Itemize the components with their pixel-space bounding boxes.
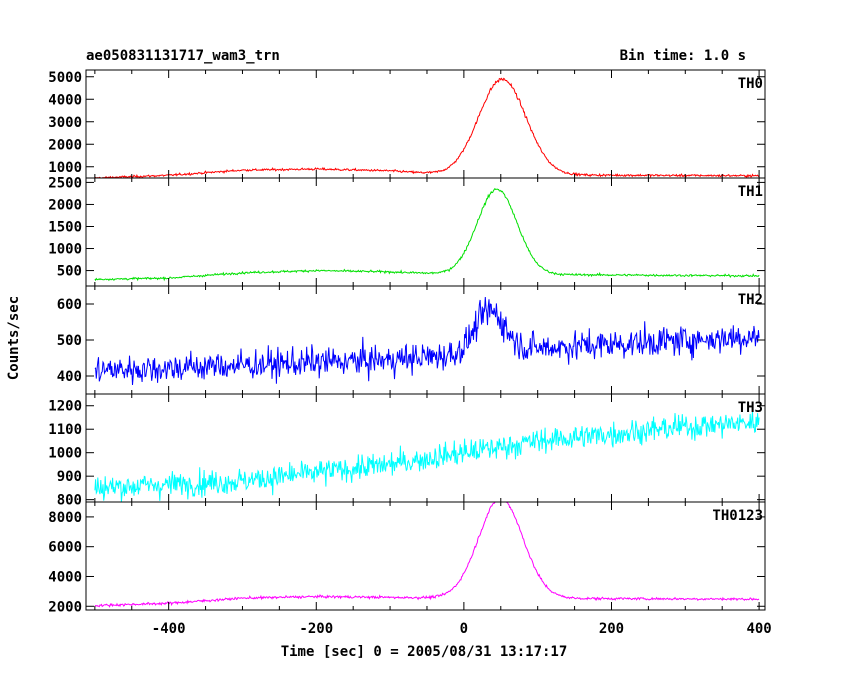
y-tick-label: 2000 bbox=[48, 197, 82, 213]
panel-th0123: 2000 4000 6000 8000 TH0123 bbox=[48, 501, 766, 615]
panel-frame bbox=[85, 393, 766, 503]
panel-th3: 800 900 1000 1100 1200 TH3 bbox=[48, 393, 766, 509]
y-tick-label: 800 bbox=[57, 493, 82, 509]
y-tick-label: 5000 bbox=[48, 70, 82, 86]
y-tick-label: 6000 bbox=[48, 540, 82, 556]
y-tick-label: 2500 bbox=[48, 175, 82, 191]
panel-name: TH3 bbox=[738, 400, 763, 416]
chart-title: ae050831131717_wam3_trn bbox=[86, 48, 280, 64]
y-tick-label: 1100 bbox=[48, 422, 82, 438]
y-tick-label: 4000 bbox=[48, 92, 82, 108]
y-axis-label: Counts/sec bbox=[6, 296, 22, 380]
x-tick-label: 0 bbox=[460, 621, 468, 637]
x-tick-label: 200 bbox=[599, 621, 624, 637]
x-tick-label: -400 bbox=[152, 621, 186, 637]
bin-time-label: Bin time: 1.0 s bbox=[620, 48, 746, 64]
series-line-th1 bbox=[94, 187, 760, 282]
series-line-th3 bbox=[94, 410, 760, 502]
x-axis-label: Time [sec] 0 = 2005/08/31 13:17:17 bbox=[281, 644, 568, 660]
panel-frame bbox=[85, 501, 766, 611]
y-tick-label: 1500 bbox=[48, 219, 82, 235]
y-tick-label: 600 bbox=[57, 297, 82, 313]
y-tick-label: 8000 bbox=[48, 510, 82, 526]
panel-th1: 500 1000 1500 2000 2500 TH1 bbox=[48, 175, 766, 287]
y-tick-label: 4000 bbox=[48, 569, 82, 585]
panel-name: TH1 bbox=[738, 184, 763, 200]
y-tick-label: 500 bbox=[57, 264, 82, 280]
panel-th2: 400 500 600 TH2 bbox=[57, 285, 766, 395]
y-tick-label: 1000 bbox=[48, 446, 82, 462]
series-line-th2 bbox=[94, 296, 760, 386]
series-line-th0 bbox=[94, 77, 760, 178]
panel-frame bbox=[85, 69, 766, 179]
panel-frame bbox=[85, 177, 766, 287]
y-tick-label: 400 bbox=[57, 369, 82, 385]
y-tick-label: 500 bbox=[57, 333, 82, 349]
y-tick-label: 1200 bbox=[48, 399, 82, 415]
panel-name: TH0 bbox=[738, 76, 763, 92]
y-tick-label: 1000 bbox=[48, 242, 82, 258]
x-tick-label: 400 bbox=[746, 621, 771, 637]
y-tick-label: 3000 bbox=[48, 115, 82, 131]
x-tick-label: -200 bbox=[299, 621, 333, 637]
y-tick-label: 2000 bbox=[48, 599, 82, 615]
series-line-th0123 bbox=[94, 502, 760, 608]
panel-name: TH0123 bbox=[712, 508, 763, 524]
y-tick-label: 2000 bbox=[48, 137, 82, 153]
panel-name: TH2 bbox=[738, 292, 763, 308]
y-tick-label: 900 bbox=[57, 469, 82, 485]
y-tick-label: 1000 bbox=[48, 160, 82, 176]
panel-frame bbox=[85, 285, 766, 395]
panel-th0: 1000 2000 3000 4000 5000 TH0 bbox=[48, 69, 766, 179]
